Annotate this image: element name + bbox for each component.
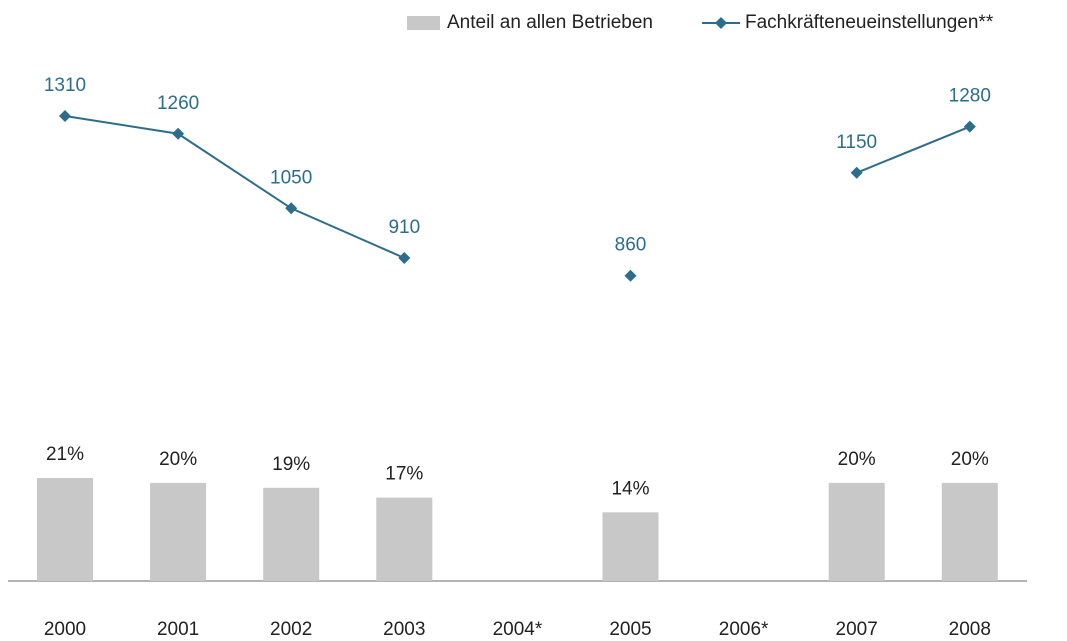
line-value-label: 1050 — [270, 167, 312, 188]
legend-marker — [715, 17, 727, 29]
line-marker — [398, 251, 411, 264]
bar-value-label: 17% — [385, 464, 423, 485]
line-value-label: 1150 — [836, 132, 877, 153]
line-marker — [624, 269, 637, 282]
bar-value-label: 20% — [951, 449, 989, 470]
line-marker — [172, 127, 185, 140]
x-tick-label: 2000 — [44, 619, 86, 640]
bar-value-label: 21% — [46, 444, 84, 465]
line-marker — [59, 110, 71, 122]
line-value-label: 1260 — [157, 93, 199, 114]
x-tick-label: 2005 — [609, 619, 651, 640]
x-tick-label: 2002 — [270, 619, 312, 640]
bar-value-label: 20% — [159, 449, 197, 470]
x-tick-label: 2001 — [157, 619, 199, 640]
line-value-label: 860 — [615, 235, 647, 256]
x-tick-label: 2004* — [493, 619, 543, 640]
legend-label: Fachkräfteneueinstellungen** — [745, 12, 994, 33]
line — [64, 115, 971, 259]
bar-value-label: 14% — [611, 478, 649, 499]
x-tick-label: 2006* — [719, 619, 769, 640]
line-marker — [285, 202, 298, 215]
line-marker — [850, 166, 863, 179]
bar — [941, 482, 998, 581]
line-value-label: 910 — [388, 217, 420, 238]
bar — [150, 482, 207, 581]
x-tick-label: 2008 — [949, 619, 991, 640]
line-value-label: 1310 — [44, 75, 86, 96]
bar — [602, 512, 659, 581]
bar — [37, 478, 93, 581]
bar — [828, 482, 885, 581]
line-value-label: 1280 — [949, 86, 991, 107]
legend-swatch — [407, 16, 440, 30]
x-tick-label: 2007 — [836, 619, 878, 640]
bar-value-label: 20% — [838, 449, 876, 470]
line-marker — [963, 120, 976, 133]
legend-label: Anteil an allen Betrieben — [447, 12, 653, 33]
bar — [263, 487, 320, 581]
x-tick-label: 2003 — [383, 619, 425, 640]
bar — [376, 497, 433, 581]
bar-value-label: 19% — [272, 454, 310, 475]
